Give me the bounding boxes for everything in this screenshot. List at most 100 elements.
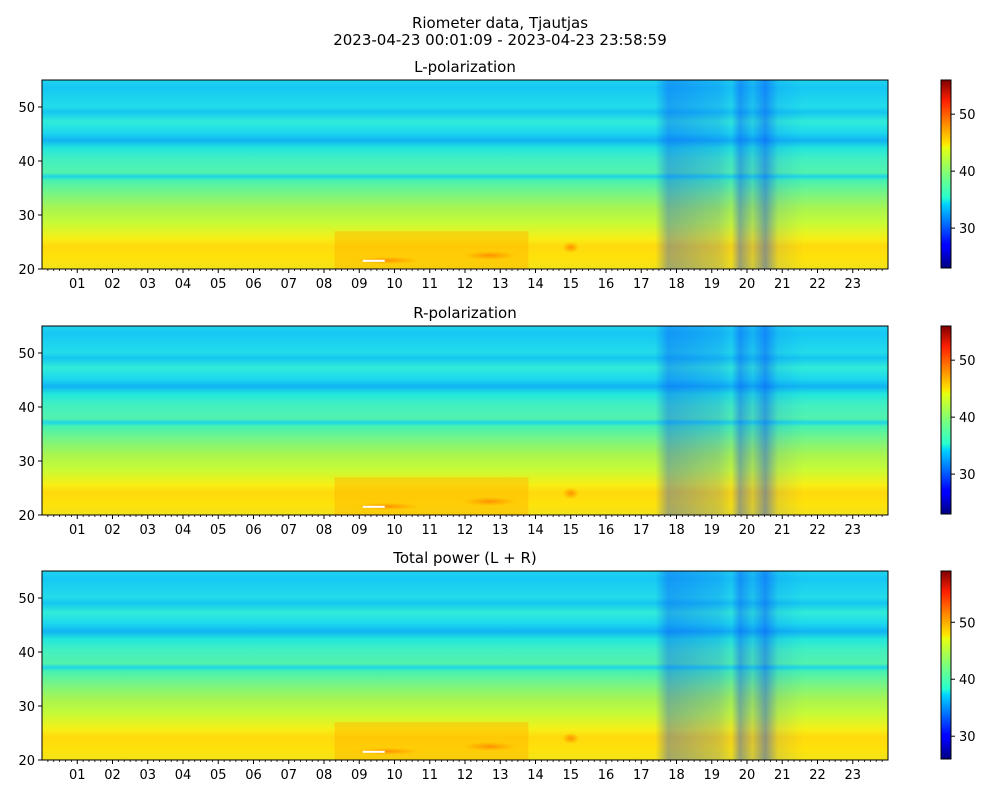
x-tick-label: 04 (175, 523, 192, 538)
x-tick-label: 22 (809, 523, 826, 538)
x-tick-label: 09 (351, 523, 368, 538)
x-tick-label: 04 (175, 768, 192, 783)
x-tick-label: 09 (351, 277, 368, 292)
x-tick-label: 17 (633, 523, 650, 538)
x-tick-label: 14 (527, 523, 544, 538)
y-tick-label: 50 (18, 592, 35, 607)
panel-title: R-polarization (413, 304, 516, 322)
colorbar-tick-label: 30 (959, 222, 976, 237)
colorbar-tick-label: 50 (959, 354, 976, 369)
figure-subtitle: 2023-04-23 00:01:09 - 2023-04-23 23:58:5… (333, 31, 667, 49)
x-tick-label: 12 (457, 768, 474, 783)
panel-title: L-polarization (414, 58, 516, 76)
y-tick-label: 40 (18, 646, 35, 661)
x-tick-label: 02 (104, 277, 121, 292)
x-tick-label: 09 (351, 768, 368, 783)
x-tick-label: 21 (774, 768, 791, 783)
y-tick-label: 50 (18, 101, 35, 116)
x-tick-label: 16 (598, 523, 615, 538)
x-tick-label: 06 (245, 768, 262, 783)
x-tick-label: 07 (280, 277, 297, 292)
x-tick-label: 11 (421, 277, 438, 292)
x-tick-label: 10 (386, 277, 403, 292)
colorbar (941, 326, 951, 514)
y-tick-label: 30 (18, 700, 35, 715)
colorbar-frame (940, 325, 952, 515)
x-tick-label: 03 (139, 523, 156, 538)
colorbar-tick-label: 40 (959, 411, 976, 426)
colorbar-tick-label: 30 (959, 730, 976, 745)
heatmap-evening-shading (42, 571, 888, 760)
x-tick-label: 13 (492, 768, 509, 783)
x-tick-label: 23 (844, 768, 861, 783)
x-tick-label: 01 (69, 768, 86, 783)
y-tick-label: 40 (18, 155, 35, 170)
y-tick-label: 40 (18, 401, 35, 416)
x-tick-label: 20 (739, 768, 756, 783)
x-tick-label: 14 (527, 277, 544, 292)
x-tick-label: 13 (492, 523, 509, 538)
y-tick-label: 30 (18, 209, 35, 224)
x-tick-label: 15 (562, 768, 579, 783)
x-tick-label: 05 (210, 277, 227, 292)
x-tick-label: 13 (492, 277, 509, 292)
x-tick-label: 08 (316, 277, 333, 292)
colorbar (941, 80, 951, 268)
colorbar-frame (940, 79, 952, 269)
x-tick-label: 06 (245, 523, 262, 538)
x-tick-label: 15 (562, 523, 579, 538)
panel-title: Total power (L + R) (392, 549, 537, 567)
x-tick-label: 22 (809, 768, 826, 783)
heatmap-evening-shading (42, 80, 888, 269)
x-tick-label: 04 (175, 277, 192, 292)
x-tick-label: 12 (457, 523, 474, 538)
colorbar-frame (940, 570, 952, 760)
x-tick-label: 06 (245, 277, 262, 292)
y-tick-label: 20 (18, 509, 35, 524)
x-tick-label: 21 (774, 277, 791, 292)
heatmap-panel: Total power (L + R) 20 30 40 50 01 02 03 04 05 06 0… (18, 549, 975, 783)
x-tick-label: 01 (69, 523, 86, 538)
x-tick-label: 18 (668, 768, 685, 783)
x-tick-label: 23 (844, 277, 861, 292)
x-tick-label: 05 (210, 768, 227, 783)
colorbar-tick-label: 50 (959, 616, 976, 631)
x-tick-label: 11 (421, 768, 438, 783)
figure-title: Riometer data, Tjautjas (412, 14, 588, 32)
x-tick-label: 19 (703, 277, 720, 292)
x-tick-label: 21 (774, 523, 791, 538)
heatmap-panel: R-polarization 20 30 40 50 01 02 03 04 05 06 07 08 09… (18, 304, 975, 538)
x-tick-label: 18 (668, 277, 685, 292)
colorbar-tick-label: 30 (959, 468, 976, 483)
x-tick-label: 10 (386, 768, 403, 783)
x-tick-label: 16 (598, 768, 615, 783)
x-tick-label: 08 (316, 523, 333, 538)
colorbar (941, 571, 951, 759)
x-tick-label: 20 (739, 277, 756, 292)
y-tick-label: 20 (18, 754, 35, 769)
x-tick-label: 19 (703, 523, 720, 538)
y-tick-label: 50 (18, 347, 35, 362)
x-tick-label: 10 (386, 523, 403, 538)
x-tick-label: 07 (280, 768, 297, 783)
x-tick-label: 12 (457, 277, 474, 292)
heatmap-panel: L-polarization 20 30 40 50 01 02 03 04 05 06 07 08 09… (18, 58, 975, 292)
x-tick-label: 17 (633, 768, 650, 783)
x-tick-label: 01 (69, 277, 86, 292)
x-tick-label: 19 (703, 768, 720, 783)
x-tick-label: 20 (739, 523, 756, 538)
y-tick-label: 30 (18, 455, 35, 470)
x-tick-label: 03 (139, 277, 156, 292)
x-tick-label: 07 (280, 523, 297, 538)
x-tick-label: 22 (809, 277, 826, 292)
colorbar-tick-label: 40 (959, 673, 976, 688)
heatmap-evening-shading (42, 326, 888, 515)
x-tick-label: 15 (562, 277, 579, 292)
x-tick-label: 16 (598, 277, 615, 292)
x-tick-label: 14 (527, 768, 544, 783)
y-tick-label: 20 (18, 263, 35, 278)
colorbar-tick-label: 40 (959, 165, 976, 180)
x-tick-label: 02 (104, 768, 121, 783)
x-tick-label: 02 (104, 523, 121, 538)
